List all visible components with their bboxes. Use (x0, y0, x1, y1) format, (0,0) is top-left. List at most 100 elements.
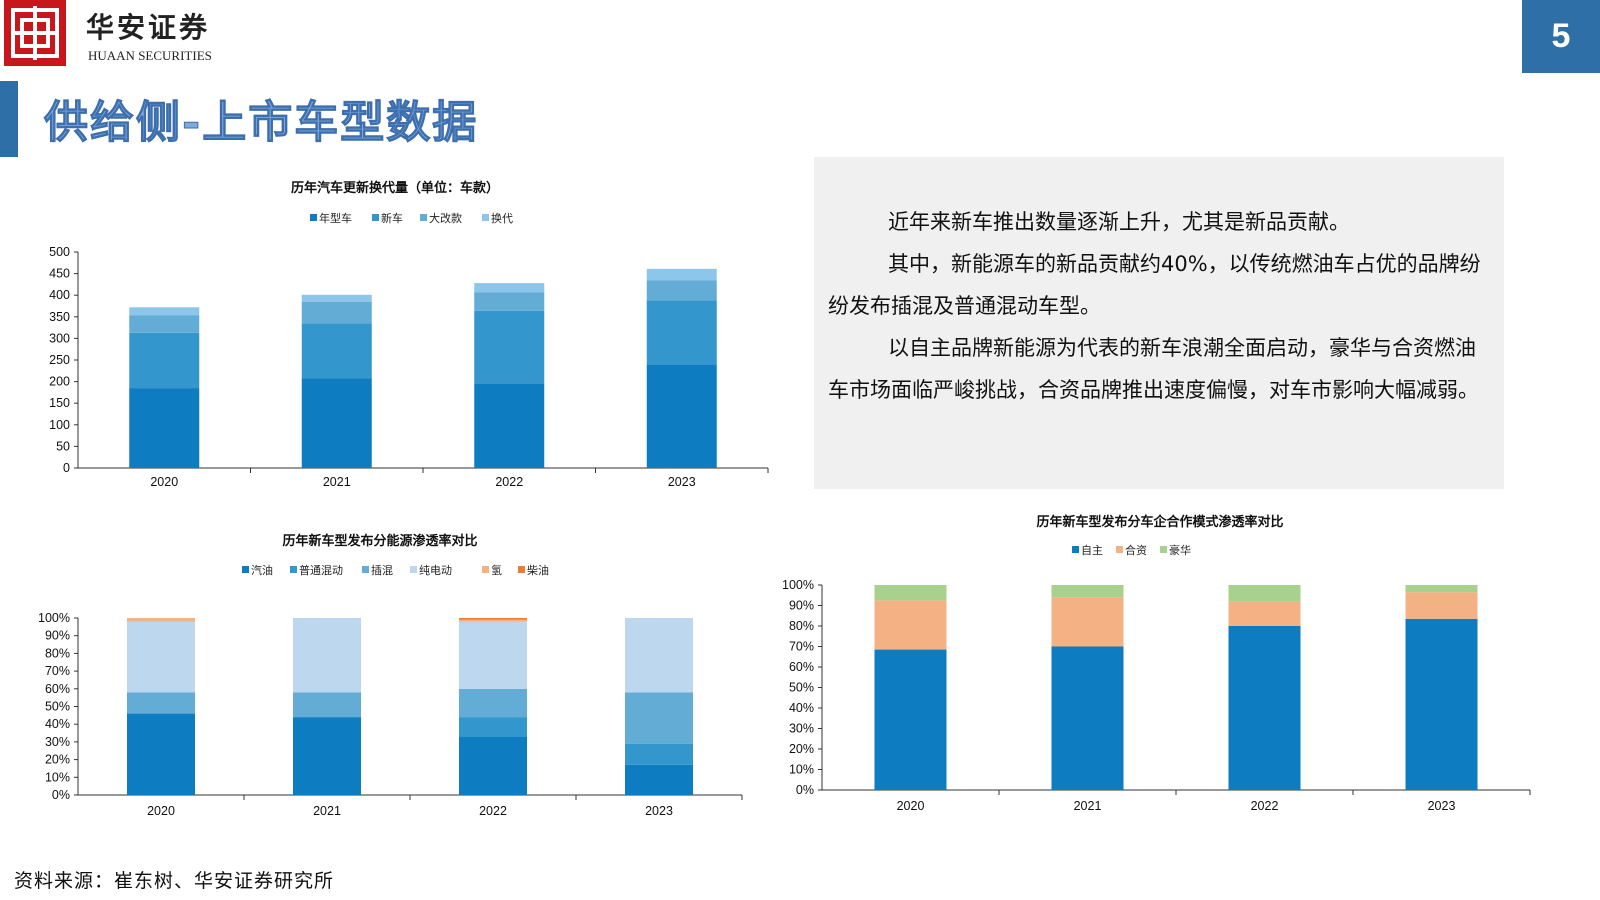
y-tick-label: 40% (789, 701, 814, 715)
bar-segment (1228, 601, 1301, 626)
legend-label: 豪华 (1169, 543, 1191, 557)
panel-paragraph-2: 其中，新能源车的新品贡献约40%，以传统燃油车占优的品牌纷纷发布插混及普通混动车… (828, 252, 1481, 318)
bar-segment (301, 301, 372, 324)
legend-swatch (242, 566, 249, 573)
bar-segment (874, 585, 947, 601)
bar-segment (1405, 618, 1478, 790)
legend-label: 新车 (381, 211, 403, 225)
bar-segment (646, 364, 717, 468)
bar-segment (1405, 592, 1478, 619)
panel-paragraph-1: 近年来新车推出数量逐渐上升，尤其是新品贡献。 (888, 210, 1350, 234)
bar-segment (293, 618, 361, 693)
bar-segment (459, 619, 527, 622)
y-tick-label: 0% (796, 783, 814, 797)
x-tick-label: 2021 (313, 804, 341, 818)
legend-label: 柴油 (527, 563, 549, 577)
company-logo (4, 0, 66, 66)
y-tick-label: 100% (782, 578, 814, 592)
legend-label: 汽油 (251, 563, 273, 577)
bar-segment (625, 618, 693, 693)
legend-label: 氢 (491, 563, 502, 577)
title-accent-bar (0, 81, 18, 157)
y-tick-label: 150 (49, 396, 70, 410)
page-number-badge: 5 (1522, 0, 1600, 73)
y-tick-label: 350 (49, 310, 70, 324)
y-tick-label: 40% (45, 717, 70, 731)
bar-segment (625, 692, 693, 744)
bar-segment (474, 283, 545, 293)
y-tick-label: 250 (49, 353, 70, 367)
bar-segment (459, 618, 527, 620)
y-tick-label: 200 (49, 375, 70, 389)
bar-segment (301, 378, 372, 468)
y-tick-label: 50% (45, 700, 70, 714)
y-tick-label: 60% (789, 660, 814, 674)
bar-segment (293, 692, 361, 718)
y-tick-label: 0 (63, 461, 70, 475)
bar-segment (474, 310, 545, 384)
x-tick-label: 2022 (495, 475, 523, 489)
bar-segment (129, 307, 200, 316)
x-tick-label: 2020 (147, 804, 175, 818)
bar-segment (1051, 597, 1124, 647)
legend-swatch (410, 566, 417, 573)
bar-segment (127, 713, 195, 795)
legend-swatch (518, 566, 525, 573)
chart-title: 历年新车型发布分车企合作模式渗透率对比 (1036, 514, 1283, 530)
x-tick-label: 2022 (1251, 799, 1279, 813)
bar-segment (646, 280, 717, 301)
legend-swatch (290, 566, 297, 573)
bar-segment (874, 600, 947, 650)
x-tick-label: 2021 (323, 475, 351, 489)
bar-segment (459, 717, 527, 737)
y-tick-label: 60% (45, 682, 70, 696)
x-tick-label: 2023 (668, 475, 696, 489)
bar-segment (127, 618, 195, 622)
bar-segment (1051, 585, 1124, 598)
bar-segment (459, 688, 527, 718)
y-tick-label: 70% (789, 640, 814, 654)
legend-swatch (362, 566, 369, 573)
x-tick-label: 2021 (1074, 799, 1102, 813)
bar-segment (1051, 646, 1124, 790)
y-tick-label: 70% (45, 664, 70, 678)
bar-segment (127, 621, 195, 693)
bar-segment (1228, 585, 1301, 602)
legend-label: 换代 (491, 211, 513, 225)
legend-label: 普通混动 (299, 563, 343, 577)
y-tick-label: 30% (789, 722, 814, 736)
x-tick-label: 2020 (150, 475, 178, 489)
y-tick-label: 10% (45, 770, 70, 784)
bar-segment (129, 315, 200, 333)
x-tick-label: 2020 (897, 799, 925, 813)
text-panel (814, 157, 1504, 489)
y-tick-label: 90% (789, 599, 814, 613)
source-note: 资料来源：崔东树、华安证券研究所 (14, 870, 335, 892)
legend-swatch (482, 214, 489, 221)
x-tick-label: 2023 (645, 804, 673, 818)
y-tick-label: 20% (45, 753, 70, 767)
legend-label: 大改款 (429, 211, 462, 225)
y-tick-label: 450 (49, 267, 70, 281)
y-tick-label: 50 (56, 439, 70, 453)
bar-segment (129, 332, 200, 389)
legend-swatch (310, 214, 317, 221)
bar-segment (646, 300, 717, 365)
legend-swatch (1160, 546, 1167, 553)
brand-name-cn: 华安证券 (86, 11, 211, 44)
legend-label: 合资 (1125, 543, 1147, 557)
x-tick-label: 2022 (479, 804, 507, 818)
bar-segment (127, 692, 195, 714)
y-tick-label: 10% (789, 763, 814, 777)
chart-title: 历年汽车更新换代量（单位：车款） (291, 180, 499, 196)
y-tick-label: 90% (45, 629, 70, 643)
bar-segment (1228, 626, 1301, 790)
bar-segment (625, 743, 693, 765)
bar-segment (646, 268, 717, 281)
bar-segment (293, 717, 361, 795)
legend-swatch (372, 214, 379, 221)
y-tick-label: 500 (49, 245, 70, 259)
chart-vehicle-update-volume: 历年汽车更新换代量（单位：车款） 年型车 新车 大改款 换代 0 50 100 150 200 25… (49, 180, 769, 489)
